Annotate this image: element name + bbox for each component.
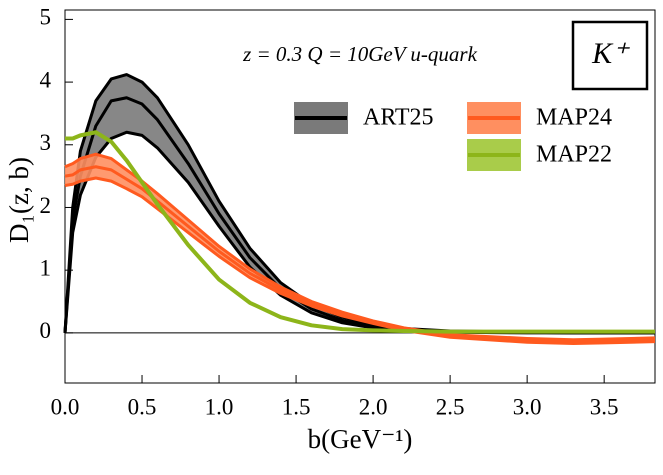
annotation: K⁺ bbox=[591, 37, 630, 70]
x-tick-label: 3.0 bbox=[513, 394, 542, 419]
plot-frame bbox=[64, 9, 656, 384]
y-axis-label: D₁(z, b) bbox=[4, 157, 34, 243]
band bbox=[65, 74, 655, 333]
x-tick-label: 3.5 bbox=[590, 394, 619, 419]
annotation: z = 0.3 Q = 10GeV u-quark bbox=[242, 42, 478, 66]
series-line bbox=[65, 130, 655, 334]
y-tick-label: 4 bbox=[40, 67, 52, 92]
band-edge bbox=[64, 176, 656, 346]
x-axis-label: b(GeV⁻¹) bbox=[308, 424, 413, 454]
x-tick-label: 0.5 bbox=[128, 394, 157, 419]
y-tick-label: 0 bbox=[40, 318, 52, 343]
band bbox=[65, 154, 655, 344]
band-edge bbox=[64, 152, 656, 342]
legend-label: ART25 bbox=[363, 105, 434, 131]
x-tick-label: 2.0 bbox=[359, 394, 388, 419]
y-tick-label: 5 bbox=[40, 5, 52, 30]
x-tick-label: 2.5 bbox=[436, 394, 465, 419]
y-tick-label: 2 bbox=[40, 193, 52, 218]
legend-label: MAP22 bbox=[536, 142, 612, 168]
y-tick-label: 3 bbox=[40, 130, 52, 155]
x-tick-label: 0.0 bbox=[51, 394, 80, 419]
legend-label: MAP24 bbox=[536, 105, 612, 131]
series-line bbox=[64, 165, 656, 344]
x-tick-label: 1.0 bbox=[205, 394, 234, 419]
label-box bbox=[571, 20, 649, 91]
y-tick-label: 1 bbox=[40, 255, 52, 280]
x-tick-label: 1.5 bbox=[282, 394, 311, 419]
